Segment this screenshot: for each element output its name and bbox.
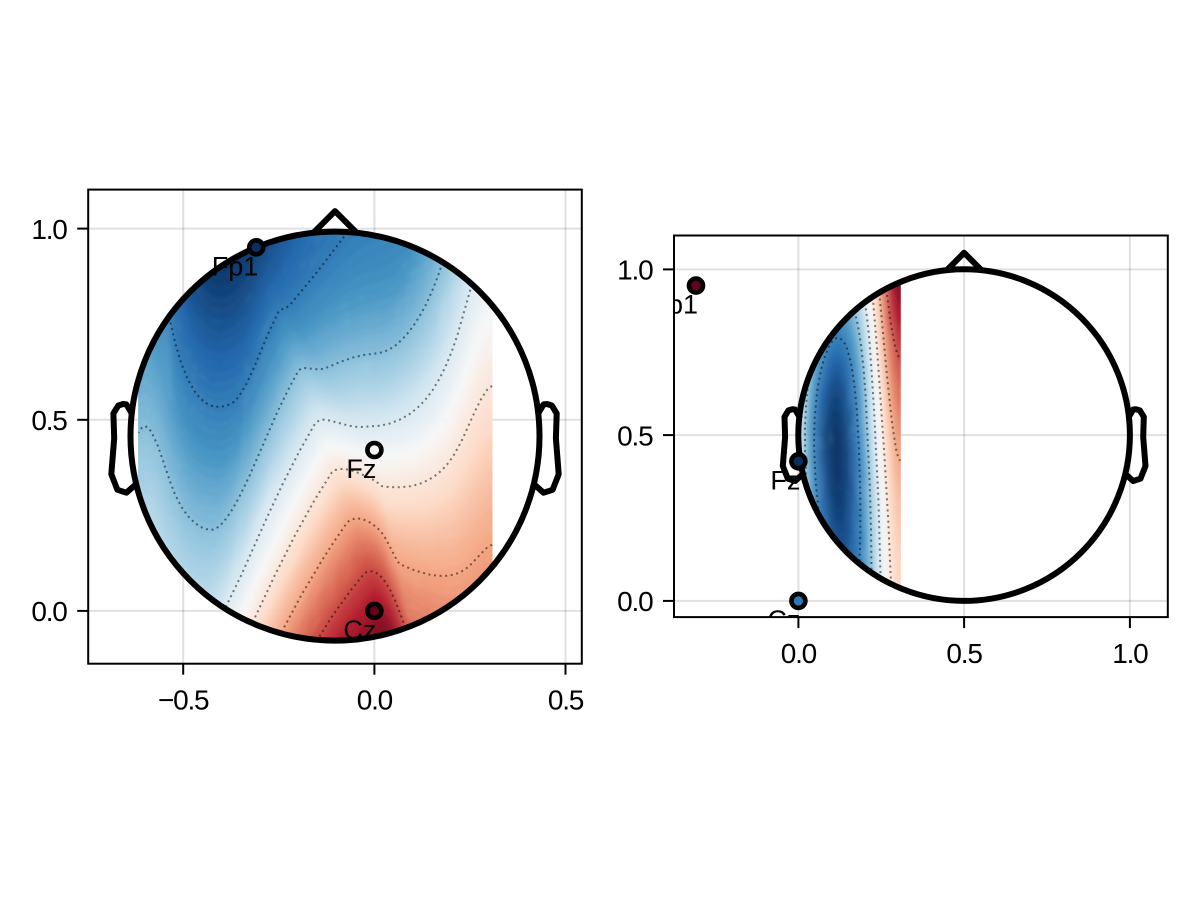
electrode-label-fp1: Fp1 [651, 290, 698, 320]
electrode-label-cz: Cz [767, 605, 800, 635]
field-band [821, 373, 853, 559]
head-outline [108, 208, 562, 644]
contour-line [878, 292, 901, 462]
contour-lines [803, 289, 901, 584]
field-band [138, 231, 493, 579]
contour-line [803, 378, 810, 486]
contour-lines [138, 231, 493, 641]
x-tick-label: 1.0 [1112, 638, 1148, 669]
field-band [138, 510, 493, 641]
electrode-label-fp1: Fp1 [212, 251, 259, 281]
contour-line [885, 289, 901, 359]
field-band [138, 492, 493, 641]
head-circle [795, 266, 1133, 604]
electrode-marker-cz [365, 601, 384, 621]
field-band [161, 231, 317, 333]
field-band [820, 367, 854, 567]
ear-right [532, 401, 562, 496]
x-tick-label: 0.0 [781, 638, 817, 669]
field-band [138, 231, 493, 562]
field-band [138, 398, 493, 641]
nose [311, 208, 359, 235]
y-tick-label: 1.0 [31, 214, 67, 245]
electrode-marker-fp1 [246, 238, 266, 257]
contour-line [316, 570, 407, 641]
y-tick-label: 0.0 [31, 596, 67, 627]
field-band [830, 419, 843, 490]
contour-line [871, 297, 892, 584]
x-tick-label: −0.5 [158, 685, 209, 716]
contour-line [224, 284, 473, 609]
head-circle [127, 228, 543, 644]
ear-right [1123, 406, 1149, 484]
axis-spines [87, 188, 583, 665]
field-band [138, 504, 493, 641]
field-band [138, 480, 493, 641]
electrode-marker-fp1 [686, 276, 706, 295]
field-band [822, 380, 851, 549]
x-tick-label: 0.0 [357, 685, 393, 716]
contour-line [168, 231, 349, 408]
x-tick-label: 0.5 [548, 685, 584, 716]
field-band [138, 456, 493, 641]
y-tick-label: 0.5 [31, 405, 67, 436]
field-band [825, 395, 848, 525]
field-band [138, 468, 493, 641]
field-band [138, 231, 493, 508]
field-band [824, 387, 849, 537]
electrode-label-cz: Cz [343, 615, 376, 645]
electrode-marker-fz [789, 451, 808, 471]
y-tick-label: 1.0 [617, 255, 653, 286]
field-band [827, 405, 846, 510]
ear-left [108, 401, 138, 496]
field-band [138, 231, 493, 570]
field-band [138, 514, 493, 641]
ear-left [779, 406, 805, 484]
head-outline [779, 249, 1149, 604]
field-band [138, 231, 493, 588]
axis-spines [673, 234, 1169, 619]
electrode-label-fz: Fz [346, 454, 376, 484]
y-tick-label: 0.0 [617, 586, 653, 617]
electrode-marker-fz [365, 440, 384, 460]
contour-line [853, 310, 873, 573]
x-tick-label: 0.5 [946, 638, 982, 669]
nose [944, 249, 984, 273]
electrode-marker-cz [789, 591, 808, 611]
field-band [138, 231, 493, 517]
y-tick-label: 0.5 [617, 420, 653, 451]
electrode-label-fz: Fz [770, 465, 800, 495]
